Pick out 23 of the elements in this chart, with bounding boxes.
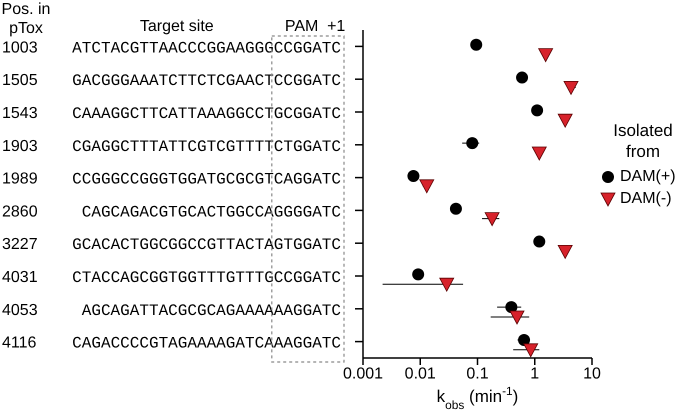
- category-label: 4031 CTACCAGCGGTGGTTTGTTTGCCGGATC: [2, 269, 341, 287]
- x-tick-label: 10: [583, 365, 601, 382]
- legend-label: DAM(-): [619, 189, 673, 209]
- x-tick-label: 1: [530, 365, 540, 382]
- text: PAM: [284, 18, 318, 35]
- legend-title: Isolated from: [612, 120, 674, 162]
- legend-label: DAM(+): [619, 167, 677, 187]
- text: +1: [327, 18, 346, 35]
- category-label: 4116 CAGACCCCGTAGAAAAGATCAAAGGATC: [2, 334, 341, 353]
- text: Pos. in pTox: [2, 1, 50, 37]
- category-label: 1989 CCGGGCCGGGTGGATGCGCGTCAGGATC: [2, 170, 341, 189]
- text: Target site: [140, 18, 214, 35]
- x-axis-title: k$_{obs}$ (min$^{-1}$): [436, 384, 518, 410]
- x-tick-label: 0.1: [466, 365, 489, 382]
- category-label: 1543 CAAAGGCTTCATTAAAGGCCTGCGGATC: [2, 105, 341, 123]
- category-label: 2860 CAGCAGACGTGCACTGGCCAGGGGATC: [2, 203, 341, 222]
- x-tick-label: 0.001: [342, 365, 384, 382]
- x-tick-label: 0.01: [404, 365, 436, 382]
- category-label: 1903 CGAGGCTTTATTCGTCGTTTTCTGGATC: [2, 138, 341, 156]
- category-label: 1505 GACGGGAAATCTTCTCGAACTCCGGATC: [2, 72, 341, 90]
- category-label: 3227 GCACACTGGCGGCCGTTACTAGTGGATC: [2, 236, 341, 254]
- category-label: 1003 ATCTACGTTAACCCGGAAGGGCCGGATC: [2, 39, 341, 58]
- category-label: 4053 AGCAGATTACGCGCAGAAAAAAGGATC: [2, 302, 341, 320]
